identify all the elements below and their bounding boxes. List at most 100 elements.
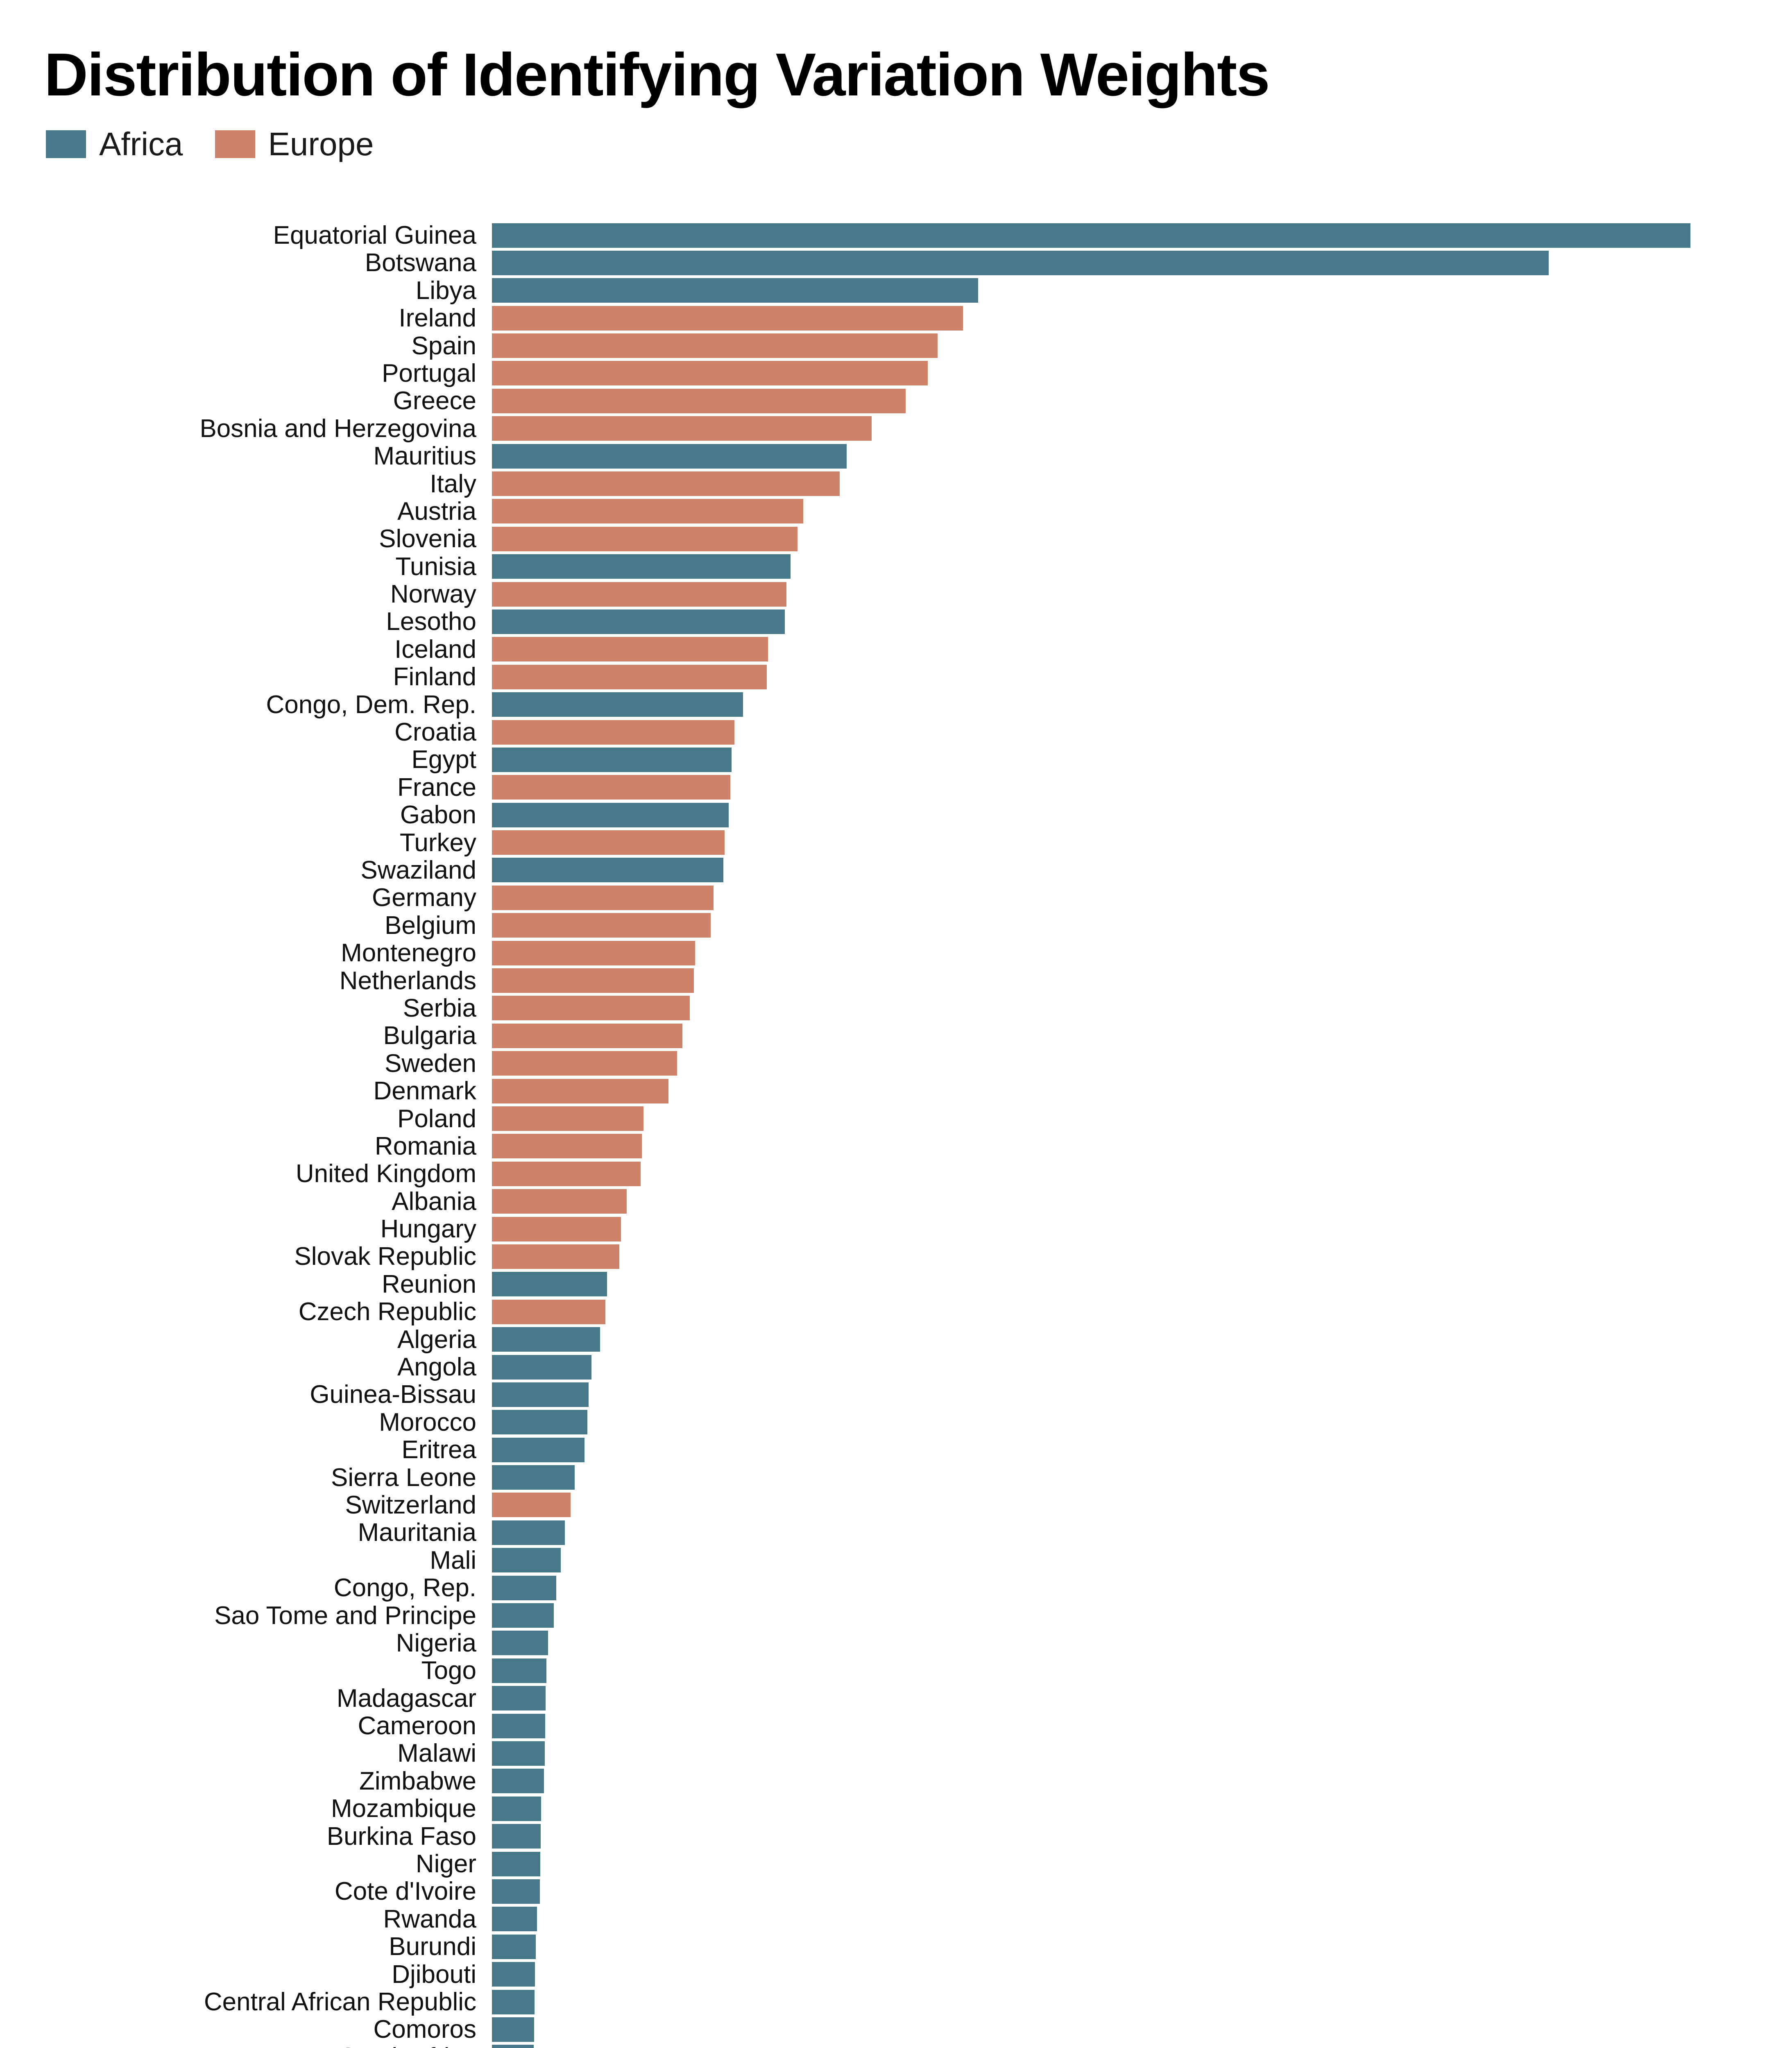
country-label: Madagascar: [336, 1684, 476, 1713]
value-bar: [492, 1575, 557, 1600]
value-bar: [492, 1603, 554, 1628]
chart-row: Angola: [0, 1353, 1792, 1381]
legend-item-africa: Africa: [46, 125, 183, 163]
value-bar: [492, 1741, 545, 1766]
country-label: Comoros: [373, 2015, 476, 2044]
value-bar: [492, 1548, 561, 1573]
chart-row: Mali: [0, 1546, 1792, 1574]
chart-row: Lesotho: [0, 607, 1792, 636]
value-bar: [492, 1796, 541, 1821]
country-label: Serbia: [403, 994, 476, 1022]
country-label: Netherlands: [339, 966, 476, 995]
chart-row: Madagascar: [0, 1684, 1792, 1713]
country-label: Guinea-Bissau: [310, 1380, 476, 1409]
country-label: Norway: [390, 580, 476, 609]
country-label: Slovak Republic: [294, 1242, 476, 1271]
value-bar: [492, 609, 785, 634]
chart-row: Netherlands: [0, 967, 1792, 995]
country-label: Central African Republic: [204, 1988, 476, 2016]
country-label: Poland: [397, 1104, 476, 1133]
country-label: Eritrea: [401, 1436, 476, 1464]
chart-row: Burundi: [0, 1932, 1792, 1961]
country-label: Germany: [372, 884, 476, 912]
value-bar: [492, 2045, 534, 2048]
value-bar: [492, 1824, 541, 1849]
country-label: Zimbabwe: [359, 1767, 476, 1795]
country-label: Portugal: [382, 359, 476, 387]
chart-title: Distribution of Identifying Variation We…: [44, 41, 1270, 109]
chart-row: Denmark: [0, 1077, 1792, 1105]
country-label: Rwanda: [383, 1905, 476, 1933]
value-bar: [492, 858, 723, 883]
country-label: Croatia: [394, 718, 476, 747]
value-bar: [492, 526, 798, 551]
value-bar: [492, 223, 1690, 248]
chart-row: Congo, Dem. Rep.: [0, 691, 1792, 718]
country-label: Iceland: [394, 635, 476, 664]
country-label: Egypt: [411, 745, 476, 774]
country-label: Angola: [397, 1353, 476, 1382]
chart-row: Albania: [0, 1187, 1792, 1215]
chart-row: Hungary: [0, 1215, 1792, 1243]
country-label: Nigeria: [396, 1629, 476, 1657]
country-label: Spain: [411, 331, 476, 360]
chart-row: Slovenia: [0, 525, 1792, 553]
chart-row: Eritrea: [0, 1436, 1792, 1464]
value-bar: [492, 1355, 591, 1380]
value-bar: [492, 940, 696, 965]
value-bar: [492, 1520, 565, 1545]
value-bar: [492, 1769, 544, 1794]
country-label: Algeria: [397, 1325, 476, 1354]
value-bar: [492, 1134, 642, 1159]
country-label: Togo: [421, 1656, 476, 1685]
country-label: Mauritania: [358, 1518, 476, 1547]
country-label: United Kingdom: [295, 1160, 476, 1188]
chart-row: Equatorial Guinea: [0, 222, 1792, 249]
chart-row: Germany: [0, 884, 1792, 912]
chart-row: Serbia: [0, 995, 1792, 1022]
chart-row: Reunion: [0, 1270, 1792, 1298]
country-label: South Africa: [0, 2043, 476, 2048]
chart-row: Turkey: [0, 829, 1792, 856]
chart-row: Cameroon: [0, 1712, 1792, 1740]
value-bar: [492, 1217, 621, 1241]
value-bar: [492, 278, 979, 303]
chart-row: Belgium: [0, 911, 1792, 939]
country-label: Lesotho: [386, 607, 476, 636]
value-bar: [492, 1299, 606, 1324]
country-label: Sweden: [384, 1049, 476, 1078]
value-bar: [492, 1382, 589, 1407]
chart-row: Slovak Republic: [0, 1242, 1792, 1271]
chart-row: Bosnia and Herzegovina: [0, 415, 1792, 442]
chart-row: Austria: [0, 498, 1792, 525]
country-label: Botswana: [365, 249, 476, 277]
chart-row: Morocco: [0, 1408, 1792, 1436]
value-bar: [492, 996, 690, 1021]
country-label: Bosnia and Herzegovina: [199, 414, 476, 443]
value-bar: [492, 692, 743, 717]
country-label: Cameroon: [358, 1712, 476, 1740]
chart-row: Spain: [0, 332, 1792, 360]
value-bar: [492, 1658, 546, 1683]
country-label: Djibouti: [392, 1960, 476, 1989]
chart-row: France: [0, 773, 1792, 802]
chart-row: Sierra Leone: [0, 1464, 1792, 1491]
country-label: Swaziland: [360, 856, 476, 884]
country-label: Austria: [397, 497, 476, 526]
country-label: Gabon: [400, 801, 476, 829]
country-label: Montenegro: [341, 939, 476, 967]
chart-row: Sao Tome and Principe: [0, 1602, 1792, 1629]
country-label: Burundi: [389, 1932, 476, 1961]
value-bar: [492, 637, 768, 662]
chart-row: Gabon: [0, 801, 1792, 829]
country-label: France: [397, 773, 476, 802]
chart-row: Guinea-Bissau: [0, 1380, 1792, 1409]
chart-row: Greece: [0, 387, 1792, 415]
chart-row: Nigeria: [0, 1629, 1792, 1657]
value-bar: [492, 1161, 641, 1186]
legend-label-africa: Africa: [99, 126, 183, 162]
chart-row: Portugal: [0, 360, 1792, 387]
chart-row: Montenegro: [0, 939, 1792, 967]
country-label: Switzerland: [345, 1491, 476, 1519]
value-bar: [492, 1493, 571, 1518]
